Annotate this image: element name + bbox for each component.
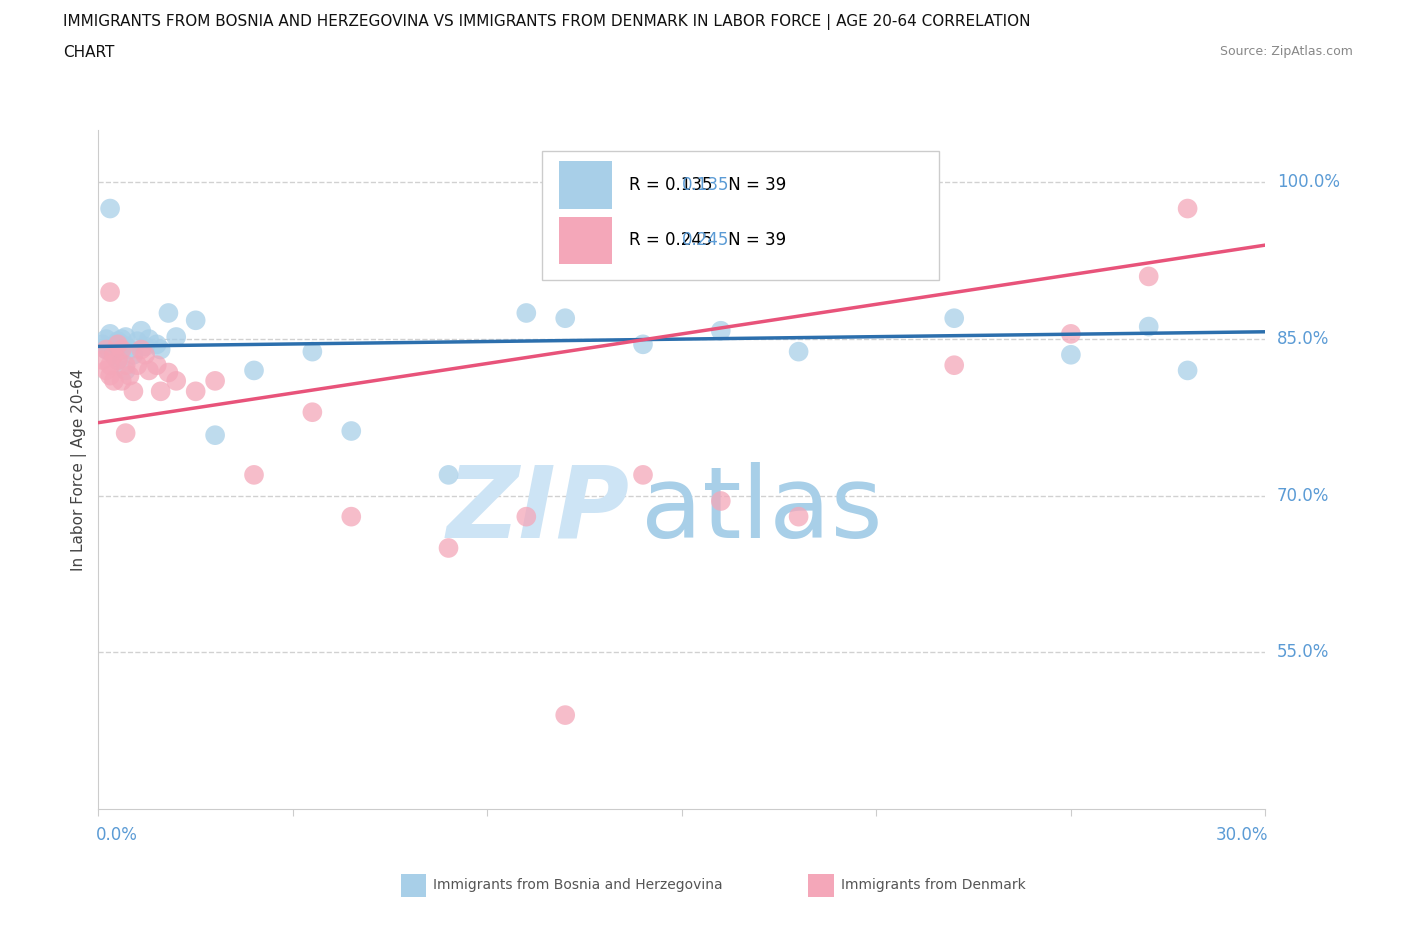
Point xyxy=(111,332,134,347)
Point xyxy=(96,332,118,347)
FancyBboxPatch shape xyxy=(541,151,939,280)
Point xyxy=(98,326,121,341)
Point xyxy=(146,358,169,373)
Point xyxy=(554,311,576,325)
Point xyxy=(122,347,145,362)
Y-axis label: In Labor Force | Age 20-64: In Labor Force | Age 20-64 xyxy=(72,368,87,571)
Point xyxy=(1177,363,1199,378)
Point xyxy=(129,342,152,357)
Point xyxy=(165,329,187,344)
Point xyxy=(98,358,121,373)
Text: R = 0.135   N = 39: R = 0.135 N = 39 xyxy=(630,176,786,193)
Point xyxy=(107,337,129,352)
Point xyxy=(301,344,323,359)
Point xyxy=(787,510,810,525)
Text: 55.0%: 55.0% xyxy=(1277,644,1329,661)
Point xyxy=(138,332,160,347)
Point xyxy=(98,285,121,299)
Point xyxy=(114,363,136,378)
Text: 0.245: 0.245 xyxy=(682,232,730,249)
Point xyxy=(127,334,149,349)
Point xyxy=(1137,269,1160,284)
Point xyxy=(149,342,172,357)
Point xyxy=(1177,201,1199,216)
Text: 0.0%: 0.0% xyxy=(96,826,138,844)
Point xyxy=(149,384,172,399)
Point xyxy=(96,342,118,357)
Point xyxy=(515,306,537,321)
Point xyxy=(437,540,460,555)
Point xyxy=(710,494,733,509)
Point xyxy=(157,306,180,321)
Point xyxy=(554,708,576,723)
Point xyxy=(111,342,134,357)
Point xyxy=(138,363,160,378)
Point xyxy=(1060,347,1083,362)
Point xyxy=(91,337,114,352)
Text: IMMIGRANTS FROM BOSNIA AND HERZEGOVINA VS IMMIGRANTS FROM DENMARK IN LABOR FORCE: IMMIGRANTS FROM BOSNIA AND HERZEGOVINA V… xyxy=(63,14,1031,30)
Point xyxy=(204,374,226,389)
Point xyxy=(96,342,118,357)
Point xyxy=(107,352,129,367)
Point xyxy=(111,337,134,352)
Point xyxy=(437,468,460,483)
Point xyxy=(103,347,125,362)
Text: 85.0%: 85.0% xyxy=(1277,330,1329,348)
Point xyxy=(107,352,129,367)
FancyBboxPatch shape xyxy=(560,161,612,208)
Text: ZIP: ZIP xyxy=(446,462,630,559)
Point xyxy=(114,426,136,441)
Point xyxy=(1137,319,1160,334)
Point xyxy=(103,347,125,362)
Point xyxy=(787,344,810,359)
Text: 30.0%: 30.0% xyxy=(1216,826,1268,844)
Point xyxy=(146,337,169,352)
Point xyxy=(118,342,141,357)
Text: 100.0%: 100.0% xyxy=(1277,173,1340,192)
Text: 0.135: 0.135 xyxy=(682,176,730,193)
Point xyxy=(103,374,125,389)
Point xyxy=(98,344,121,359)
Point xyxy=(340,510,363,525)
Point xyxy=(134,339,156,353)
FancyBboxPatch shape xyxy=(560,217,612,264)
Point xyxy=(127,358,149,373)
Text: R = 0.245   N = 39: R = 0.245 N = 39 xyxy=(630,232,786,249)
Point xyxy=(114,358,136,373)
Point xyxy=(301,405,323,419)
Point xyxy=(243,363,266,378)
Point xyxy=(943,358,966,373)
Text: CHART: CHART xyxy=(63,45,115,60)
Point xyxy=(122,384,145,399)
Text: Immigrants from Bosnia and Herzegovina: Immigrants from Bosnia and Herzegovina xyxy=(433,878,723,893)
Text: Source: ZipAtlas.com: Source: ZipAtlas.com xyxy=(1219,45,1353,58)
Point xyxy=(134,347,156,362)
Point xyxy=(111,374,134,389)
Point xyxy=(129,324,152,339)
Point xyxy=(165,374,187,389)
Point xyxy=(631,468,654,483)
Point xyxy=(103,340,125,355)
Point xyxy=(184,312,207,327)
Text: Immigrants from Denmark: Immigrants from Denmark xyxy=(841,878,1025,893)
Point xyxy=(1060,326,1083,341)
Point xyxy=(243,468,266,483)
Point xyxy=(631,337,654,352)
Point xyxy=(98,368,121,383)
Text: 70.0%: 70.0% xyxy=(1277,486,1329,505)
Point xyxy=(91,352,114,367)
Point xyxy=(340,423,363,438)
Point xyxy=(118,368,141,383)
Point xyxy=(204,428,226,443)
Point xyxy=(515,510,537,525)
Point xyxy=(710,324,733,339)
Point xyxy=(114,329,136,344)
Point xyxy=(96,363,118,378)
Point xyxy=(157,365,180,380)
Text: atlas: atlas xyxy=(641,462,883,559)
Point xyxy=(107,334,129,349)
Point xyxy=(98,201,121,216)
Point xyxy=(184,384,207,399)
Point xyxy=(943,311,966,325)
